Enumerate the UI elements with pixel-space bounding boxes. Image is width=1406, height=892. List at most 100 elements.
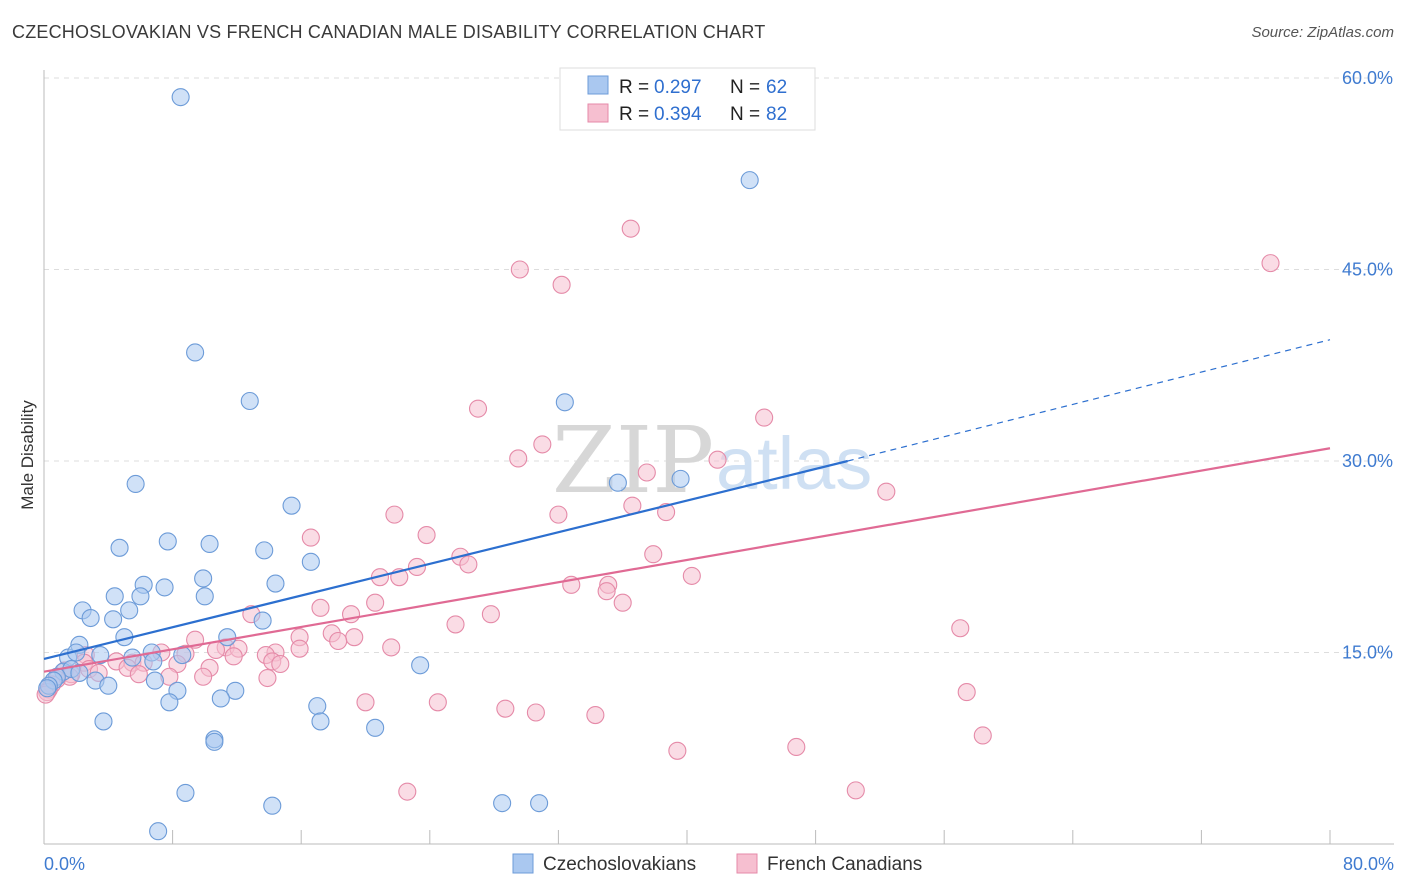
czechoslovakians-point [200,534,219,554]
french-canadians-point [951,619,970,638]
french-canadians-point [194,667,213,686]
french-canadians-point [957,683,976,702]
french-canadians-point [973,726,992,745]
czechoslovakians-point [131,587,150,606]
czechoslovakians-point [81,608,100,628]
czechoslovakians-point [195,587,214,606]
y-tick-label-45: 45.0% [1342,260,1393,280]
french-canadians-point [526,703,545,722]
french-canadians-point [549,505,568,524]
czechoslovakians-point [530,794,549,813]
czechoslovakians-point [608,473,627,492]
french-canadians-point [271,654,290,674]
czechoslovakians-point [493,794,512,813]
french-canadians-point [877,482,896,501]
czechoslovakians-point [38,679,57,698]
legend-n-value-1: 62 [766,77,787,98]
french-canadians-point [552,275,571,294]
czechoslovakians-point [144,652,163,671]
czechoslovakians-point [99,676,118,695]
bottom-legend: Czechoslovakians French Canadians [512,853,922,875]
czechoslovakians-point [176,783,195,802]
czechoslovakians-point [740,171,759,190]
czechoslovakians-point [94,712,113,731]
czechoslovakians-point [158,532,177,551]
french-canadians-point [509,449,528,468]
czechoslovakians-point [149,822,168,841]
czechoslovakians-trend-extension [847,339,1331,462]
czechoslovakians-point [205,732,224,751]
legend-swatch-pink [587,103,609,123]
y-tick-label-15: 15.0% [1342,643,1393,663]
czechoslovakians-point [240,391,259,411]
trend-lines [43,339,1331,673]
bottom-legend-label-czechoslovakians: Czechoslovakians [543,854,696,875]
french-canadians-point [496,699,515,718]
y-axis-label: Male Disability [18,400,37,510]
chart-title: CZECHOSLOVAKIAN VS FRENCH CANADIAN MALE … [12,22,766,42]
french-canadians-point [787,737,806,757]
watermark-zip: ZIP [552,407,714,514]
grid-lines [44,77,1394,653]
czechoslovakians-point [266,574,285,593]
czechoslovakians-point [226,681,245,700]
watermark: ZIP atlas [552,407,872,514]
czechoslovakians-point [186,343,205,362]
legend-swatch-blue [587,75,609,95]
bottom-legend-swatch-blue [512,853,534,874]
legend-r-label-1: R = [619,77,649,98]
french-canadians-point [586,706,605,725]
czechoslovakians-point [366,718,385,737]
y-tick-labels: 15.0% 30.0% 45.0% 60.0% [1342,68,1393,663]
french-canadians-point [428,693,447,712]
czechoslovakians-points [38,88,759,841]
legend-n-label-1: N = [730,77,760,98]
x-tick-label-min: 0.0% [44,854,85,874]
french-canadians-point [468,399,488,418]
x-tick-label-max: 80.0% [1343,854,1394,874]
french-canadians-point [510,260,529,279]
czechoslovakians-point [110,538,129,557]
legend-n-value-2: 82 [766,104,787,125]
french-canadians-point [846,781,865,800]
legend-n-label-2: N = [730,104,760,125]
french-canadians-point [417,525,436,545]
czechoslovakians-point [160,693,179,712]
czechoslovakians-point [91,646,110,665]
chart-source: Source: ZipAtlas.com [1251,24,1394,41]
czechoslovakians-point [255,541,274,560]
french-canadians-point [708,450,727,469]
french-canadians-point [481,605,500,624]
watermark-atlas: atlas [716,422,872,505]
french-canadians-point [366,593,385,612]
bottom-legend-label-french-canadians: French Canadians [767,854,922,875]
french-canadians-point [1261,254,1280,273]
czechoslovakians-trend-line [43,459,849,660]
czechoslovakians-point [104,610,123,629]
czechoslovakians-point [194,569,213,588]
y-tick-label-30: 30.0% [1342,451,1393,471]
french-canadians-point [668,741,687,760]
legend-box: R = 0.297 N = 62 R = 0.394 N = 82 [559,67,816,131]
legend-r-label-2: R = [619,104,649,125]
legend-r-value-1: 0.297 [654,77,702,98]
french-canadians-point [329,631,348,651]
czechoslovakians-point [253,611,272,630]
legend-r-value-2: 0.394 [654,104,702,125]
czechoslovakians-point [555,393,574,412]
french-canadians-point [637,463,656,482]
french-canadians-points [36,219,1280,801]
czechoslovakians-point [308,697,327,716]
french-canadians-point [356,693,375,712]
french-canadians-point [682,566,701,585]
czechoslovakians-point [105,587,124,606]
french-canadians-point [398,782,417,801]
czechoslovakians-point [171,88,190,107]
french-canadians-point [311,598,330,617]
czechoslovakians-point [411,656,430,675]
french-canadians-point [621,219,640,238]
french-canadians-point [597,582,616,601]
french-canadians-trend-line [43,447,1331,673]
french-canadians-point [446,615,465,634]
czechoslovakians-point [671,469,690,488]
